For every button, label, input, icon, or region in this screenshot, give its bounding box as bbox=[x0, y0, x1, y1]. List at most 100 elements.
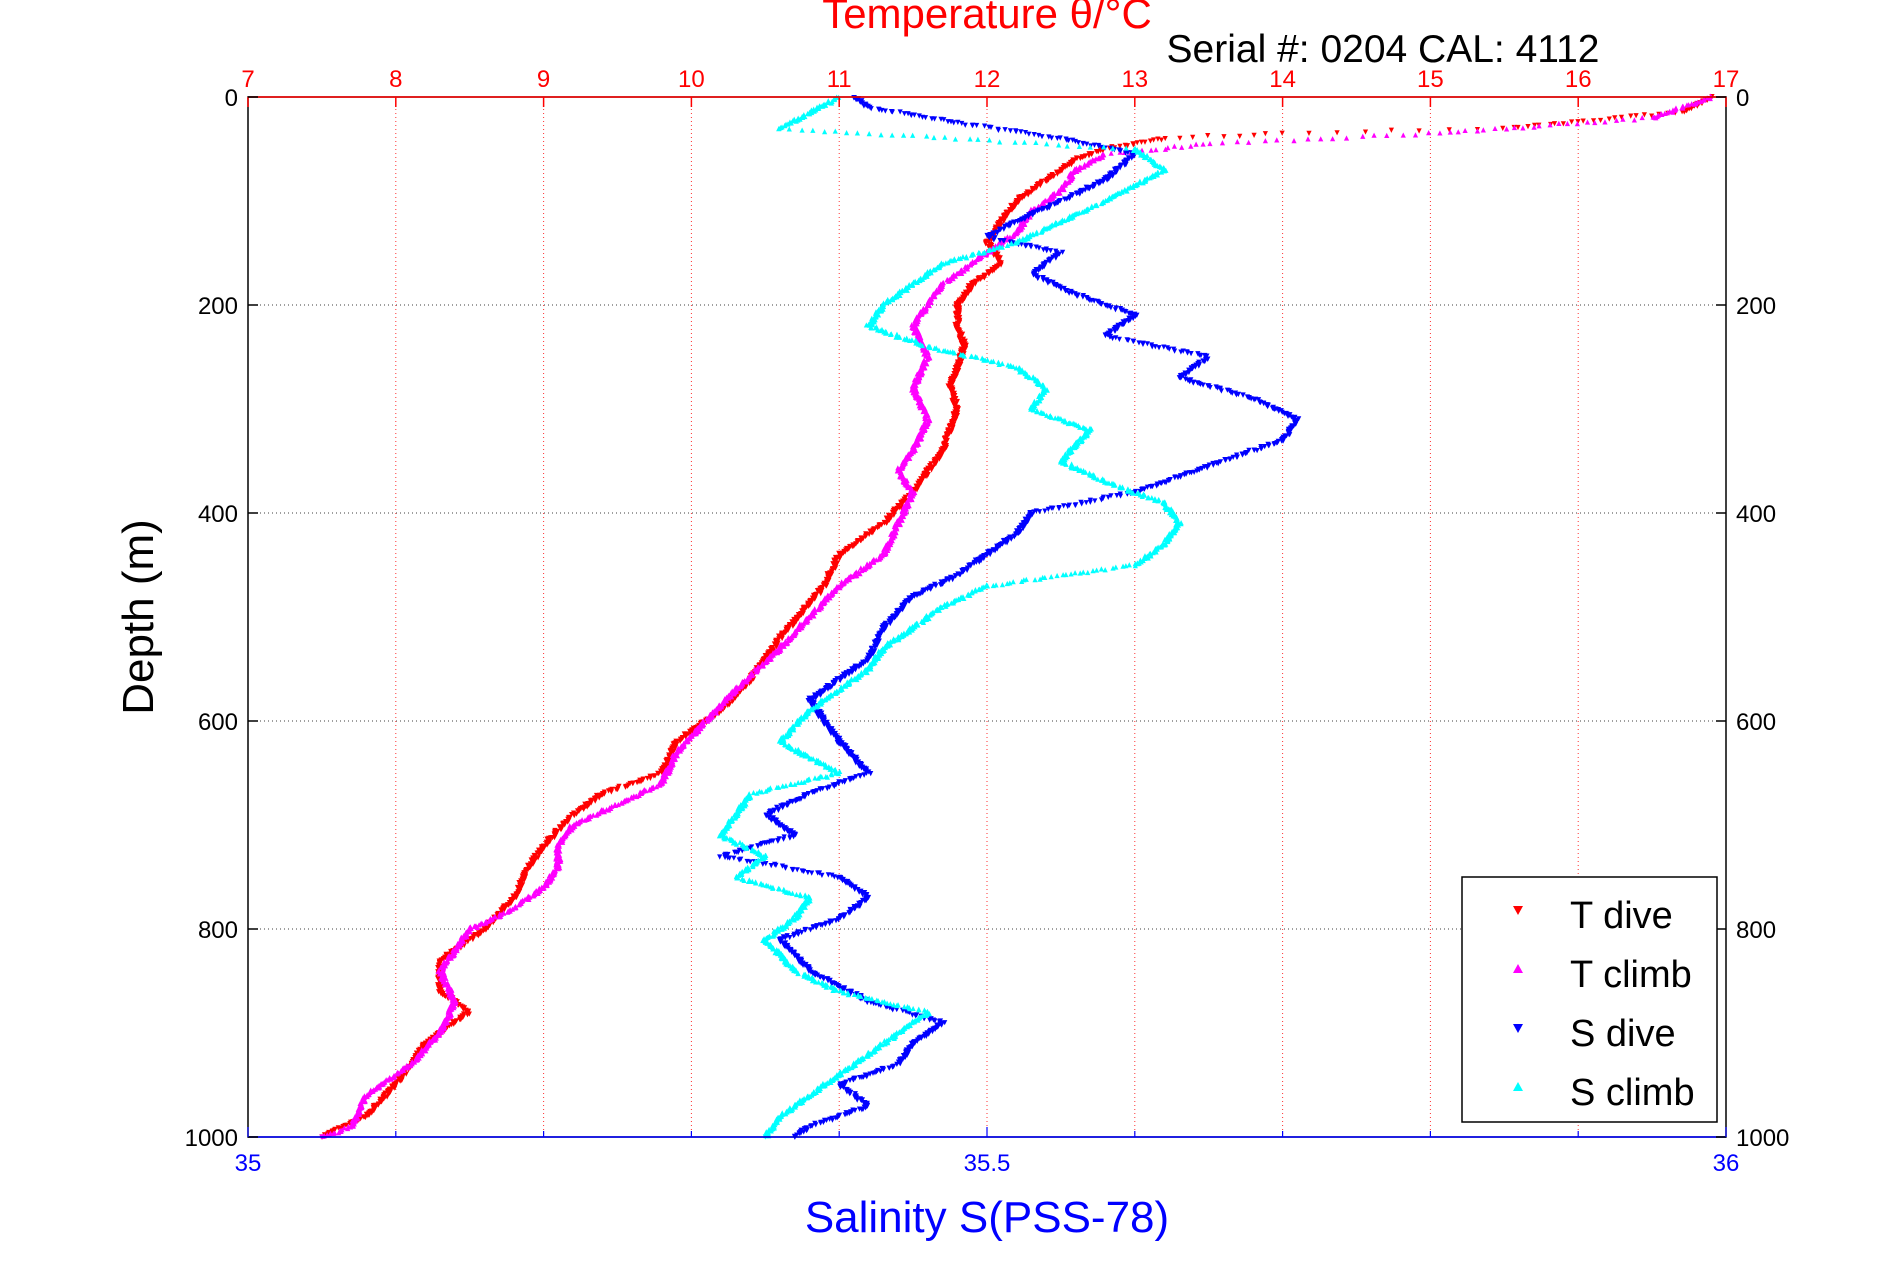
data-point bbox=[366, 1112, 372, 1118]
data-point bbox=[1262, 443, 1268, 450]
data-point bbox=[974, 122, 980, 129]
data-point bbox=[953, 573, 959, 579]
data-point bbox=[780, 805, 786, 811]
data-point bbox=[1156, 345, 1162, 351]
data-series bbox=[319, 93, 1715, 1140]
data-point bbox=[1580, 118, 1586, 124]
data-point bbox=[814, 711, 820, 717]
data-point bbox=[758, 662, 765, 669]
data-point bbox=[932, 294, 938, 300]
data-point bbox=[1633, 113, 1639, 119]
data-point bbox=[986, 235, 993, 241]
data-point bbox=[1153, 147, 1159, 153]
data-point bbox=[1177, 135, 1183, 141]
data-point bbox=[731, 691, 737, 697]
data-point bbox=[1246, 139, 1252, 145]
data-point bbox=[531, 893, 537, 899]
data-point bbox=[868, 645, 875, 652]
data-point bbox=[612, 802, 619, 808]
data-point bbox=[1515, 124, 1521, 131]
data-point bbox=[1108, 493, 1114, 499]
data-point bbox=[763, 861, 769, 867]
data-point bbox=[1564, 120, 1571, 127]
data-point bbox=[997, 227, 1003, 233]
data-point bbox=[1084, 141, 1090, 147]
data-point bbox=[911, 330, 918, 336]
data-point bbox=[773, 862, 779, 868]
data-point bbox=[1013, 129, 1019, 135]
data-point bbox=[1536, 123, 1542, 129]
data-point bbox=[1412, 132, 1419, 138]
data-point bbox=[798, 612, 804, 619]
data-point bbox=[432, 1037, 439, 1043]
data-point bbox=[881, 520, 888, 526]
data-point bbox=[1343, 135, 1350, 141]
data-point bbox=[1574, 121, 1580, 127]
data-point bbox=[846, 671, 852, 677]
data-point bbox=[1305, 136, 1311, 142]
data-point bbox=[1551, 121, 1558, 127]
data-point bbox=[672, 744, 679, 751]
data-point bbox=[1147, 138, 1154, 144]
data-point bbox=[1590, 118, 1597, 124]
data-point bbox=[1048, 248, 1054, 254]
data-point bbox=[1081, 164, 1087, 170]
data-point bbox=[1200, 358, 1206, 364]
data-point bbox=[969, 123, 975, 129]
data-point bbox=[1116, 336, 1122, 343]
data-point bbox=[1023, 242, 1030, 248]
data-point bbox=[1556, 120, 1562, 126]
data-point bbox=[1079, 501, 1085, 507]
data-point bbox=[1329, 136, 1336, 142]
data-point bbox=[1039, 134, 1045, 140]
data-point bbox=[1163, 480, 1169, 486]
data-point bbox=[1265, 402, 1271, 409]
data-point bbox=[1701, 97, 1707, 103]
data-point bbox=[1239, 452, 1246, 458]
data-point bbox=[1207, 140, 1213, 147]
data-point bbox=[738, 856, 744, 862]
data-point bbox=[799, 929, 805, 936]
data-point bbox=[1085, 185, 1091, 192]
data-point bbox=[551, 871, 557, 878]
data-point bbox=[773, 820, 779, 827]
data-point bbox=[565, 819, 571, 825]
data-point bbox=[805, 870, 811, 876]
data-point bbox=[543, 882, 550, 889]
data-point bbox=[1099, 152, 1105, 158]
data-point bbox=[392, 1085, 398, 1091]
data-point bbox=[754, 669, 760, 675]
data-point bbox=[926, 302, 932, 309]
data-point bbox=[1500, 125, 1506, 131]
data-point bbox=[773, 643, 779, 649]
grid-lines bbox=[248, 97, 1726, 1137]
data-point bbox=[717, 854, 723, 860]
data-point bbox=[685, 738, 691, 745]
data-point bbox=[618, 800, 624, 806]
data-point bbox=[1018, 129, 1024, 135]
data-point bbox=[592, 798, 598, 804]
data-point bbox=[479, 921, 485, 927]
data-point bbox=[1108, 150, 1114, 156]
data-point bbox=[1098, 301, 1104, 307]
data-point bbox=[796, 626, 802, 632]
data-point bbox=[859, 891, 866, 897]
data-point bbox=[967, 262, 973, 268]
data-point bbox=[1447, 129, 1453, 135]
data-point bbox=[915, 399, 921, 405]
data-point bbox=[1154, 483, 1160, 489]
data-point bbox=[964, 265, 970, 271]
data-point bbox=[916, 591, 922, 597]
data-point bbox=[629, 795, 635, 801]
data-point bbox=[869, 530, 875, 536]
data-point bbox=[1188, 143, 1194, 149]
data-point bbox=[1087, 499, 1093, 505]
data-point bbox=[728, 694, 735, 700]
data-point bbox=[1086, 153, 1092, 159]
data-point bbox=[1258, 446, 1264, 452]
data-point bbox=[858, 663, 864, 669]
data-point bbox=[388, 1076, 394, 1082]
data-point bbox=[1035, 275, 1041, 282]
data-point bbox=[1219, 140, 1226, 146]
data-point bbox=[385, 1091, 391, 1097]
